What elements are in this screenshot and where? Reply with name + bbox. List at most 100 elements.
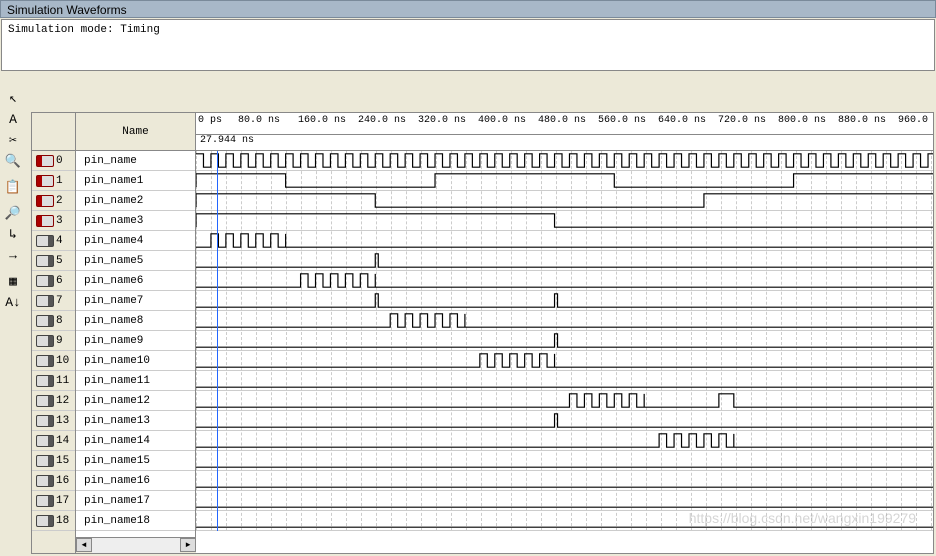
signal-name: pin_name16: [84, 475, 150, 487]
wave-row[interactable]: [196, 231, 933, 251]
wave-column[interactable]: 0 ps80.0 ns160.0 ns240.0 ns320.0 ns400.0…: [196, 113, 933, 553]
signal-name-row[interactable]: pin_name18: [76, 511, 195, 531]
signal-name-row[interactable]: pin_name15: [76, 451, 195, 471]
input-pin-icon: [36, 175, 54, 187]
wave-row[interactable]: [196, 431, 933, 451]
signal-name-row[interactable]: pin_name11: [76, 371, 195, 391]
prev-tool[interactable]: →: [2, 245, 24, 265]
output-pin-icon: [36, 475, 54, 487]
signal-name-row[interactable]: pin_name4: [76, 231, 195, 251]
wave-row[interactable]: [196, 311, 933, 331]
time-tick: 880.0 ns: [838, 115, 886, 126]
signal-index-row[interactable]: 10: [32, 351, 75, 371]
pointer-tool[interactable]: ↖: [2, 88, 24, 108]
signal-index-row[interactable]: 12: [32, 391, 75, 411]
wave-row[interactable]: [196, 251, 933, 271]
signal-name: pin_name3: [84, 215, 143, 227]
signal-name-row[interactable]: pin_name10: [76, 351, 195, 371]
wave-row[interactable]: [196, 151, 933, 171]
time-tick: 240.0 ns: [358, 115, 406, 126]
scroll-right-icon[interactable]: ►: [180, 538, 196, 552]
signal-index-row[interactable]: 7: [32, 291, 75, 311]
grid-tool[interactable]: ▦: [2, 271, 24, 291]
wave-row[interactable]: [196, 291, 933, 311]
signal-index-row[interactable]: 17: [32, 491, 75, 511]
signal-index: 18: [56, 515, 69, 527]
input-pin-icon: [36, 215, 54, 227]
wave-area[interactable]: [196, 151, 933, 531]
signal-name-row[interactable]: pin_name14: [76, 431, 195, 451]
scroll-track[interactable]: [92, 538, 180, 553]
wave-row[interactable]: [196, 491, 933, 511]
text-tool[interactable]: A: [2, 109, 24, 129]
signal-index-row[interactable]: 9: [32, 331, 75, 351]
signal-name-row[interactable]: pin_name: [76, 151, 195, 171]
wave-row[interactable]: [196, 331, 933, 351]
signal-index: 8: [56, 315, 63, 327]
name-scrollbar[interactable]: ◄ ►: [76, 537, 196, 553]
signal-index-row[interactable]: 0: [32, 151, 75, 171]
zoom-tool[interactable]: 🔍: [2, 151, 24, 171]
signal-index: 11: [56, 375, 69, 387]
signal-index-row[interactable]: 3: [32, 211, 75, 231]
signal-index-row[interactable]: 18: [32, 511, 75, 531]
signal-name-row[interactable]: pin_name7: [76, 291, 195, 311]
snip-tool[interactable]: ✂: [2, 130, 24, 150]
signal-name-row[interactable]: pin_name12: [76, 391, 195, 411]
cursor-line[interactable]: [217, 151, 218, 531]
time-tick: 320.0 ns: [418, 115, 466, 126]
wave-row[interactable]: [196, 271, 933, 291]
signal-name: pin_name10: [84, 355, 150, 367]
signal-index-row[interactable]: 14: [32, 431, 75, 451]
signal-index-row[interactable]: 6: [32, 271, 75, 291]
signal-name-row[interactable]: pin_name5: [76, 251, 195, 271]
signal-name-row[interactable]: pin_name9: [76, 331, 195, 351]
signal-name-row[interactable]: pin_name16: [76, 471, 195, 491]
time-ruler: 0 ps80.0 ns160.0 ns240.0 ns320.0 ns400.0…: [196, 113, 933, 135]
output-pin-icon: [36, 235, 54, 247]
signal-name: pin_name15: [84, 455, 150, 467]
signal-index-row[interactable]: 16: [32, 471, 75, 491]
wave-row[interactable]: [196, 411, 933, 431]
signal-index: 7: [56, 295, 63, 307]
signal-index-row[interactable]: 8: [32, 311, 75, 331]
signal-index: 17: [56, 495, 69, 507]
wave-row[interactable]: [196, 371, 933, 391]
signal-index-row[interactable]: 5: [32, 251, 75, 271]
signal-index-row[interactable]: 15: [32, 451, 75, 471]
copy-tool[interactable]: 📋: [2, 177, 24, 197]
find-tool[interactable]: 🔎: [2, 203, 24, 223]
output-pin-icon: [36, 275, 54, 287]
signal-index-row[interactable]: 13: [32, 411, 75, 431]
index-header: [32, 113, 75, 151]
signal-name-row[interactable]: pin_name3: [76, 211, 195, 231]
next-tool[interactable]: ↳: [2, 224, 24, 244]
signal-index-row[interactable]: 11: [32, 371, 75, 391]
wave-row[interactable]: [196, 451, 933, 471]
wave-row[interactable]: [196, 351, 933, 371]
signal-index-row[interactable]: 4: [32, 231, 75, 251]
signal-index-row[interactable]: 2: [32, 191, 75, 211]
signal-index-row[interactable]: 1: [32, 171, 75, 191]
cursor-time-label: 27.944 ns: [200, 135, 254, 146]
signal-name: pin_name18: [84, 515, 150, 527]
wave-row[interactable]: [196, 191, 933, 211]
output-pin-icon: [36, 335, 54, 347]
signal-name-row[interactable]: pin_name2: [76, 191, 195, 211]
sort-tool[interactable]: A↓: [2, 292, 24, 312]
signal-name-row[interactable]: pin_name8: [76, 311, 195, 331]
output-pin-icon: [36, 455, 54, 467]
signal-name-row[interactable]: pin_name6: [76, 271, 195, 291]
wave-row[interactable]: [196, 471, 933, 491]
signal-name-row[interactable]: pin_name17: [76, 491, 195, 511]
signal-name-row[interactable]: pin_name13: [76, 411, 195, 431]
signal-index: 10: [56, 355, 69, 367]
scroll-left-icon[interactable]: ◄: [76, 538, 92, 552]
wave-row[interactable]: [196, 211, 933, 231]
signal-index: 9: [56, 335, 63, 347]
wave-row[interactable]: [196, 391, 933, 411]
signal-name-row[interactable]: pin_name1: [76, 171, 195, 191]
wave-row[interactable]: [196, 171, 933, 191]
name-header: Name: [76, 113, 195, 151]
signal-name: pin_name17: [84, 495, 150, 507]
